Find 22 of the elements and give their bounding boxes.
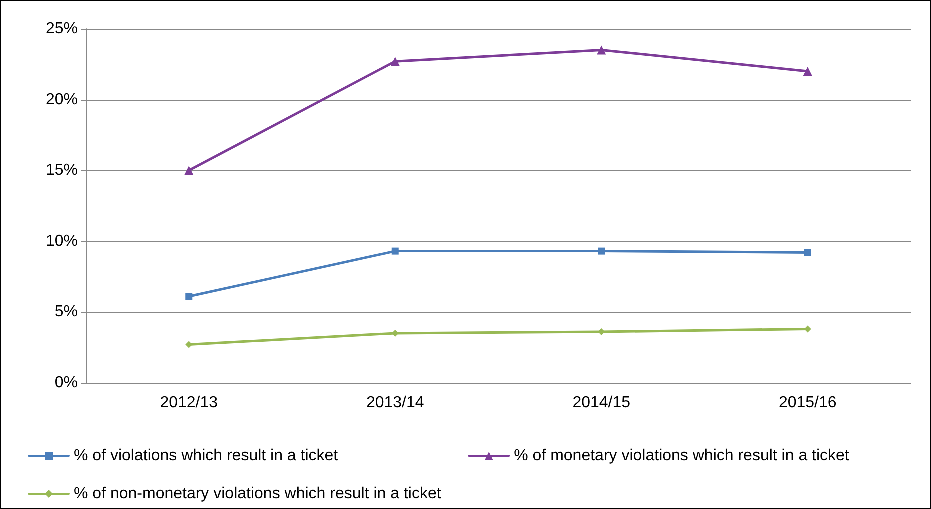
- point: [597, 46, 606, 55]
- y-tick-label: 15%: [46, 162, 78, 180]
- y-tick-label: 10%: [46, 232, 78, 250]
- point: [804, 249, 812, 256]
- point: [598, 248, 606, 255]
- point: [390, 57, 400, 66]
- y-tick-label: 25%: [46, 20, 78, 38]
- legend-label: % of violations which result in a ticket: [74, 448, 339, 464]
- x-tick-label: 2014/15: [572, 394, 631, 412]
- point: [186, 341, 193, 348]
- point: [184, 166, 194, 176]
- point: [803, 66, 812, 76]
- y-tick-label: 20%: [46, 91, 78, 108]
- x-tick-label: 2013/14: [366, 394, 424, 412]
- y-tick-label: 0%: [54, 374, 78, 392]
- legend-label: % of non-monetary violations which result in a ticket: [74, 486, 442, 502]
- y-tick-label: 5%: [54, 304, 78, 321]
- x-tick-label: 2012/13: [160, 394, 218, 412]
- legend-label: % of monetary violations which result in a ticket: [514, 448, 850, 464]
- point: [186, 293, 193, 300]
- point: [392, 248, 399, 255]
- x-tick-label: 2015/16: [778, 394, 837, 412]
